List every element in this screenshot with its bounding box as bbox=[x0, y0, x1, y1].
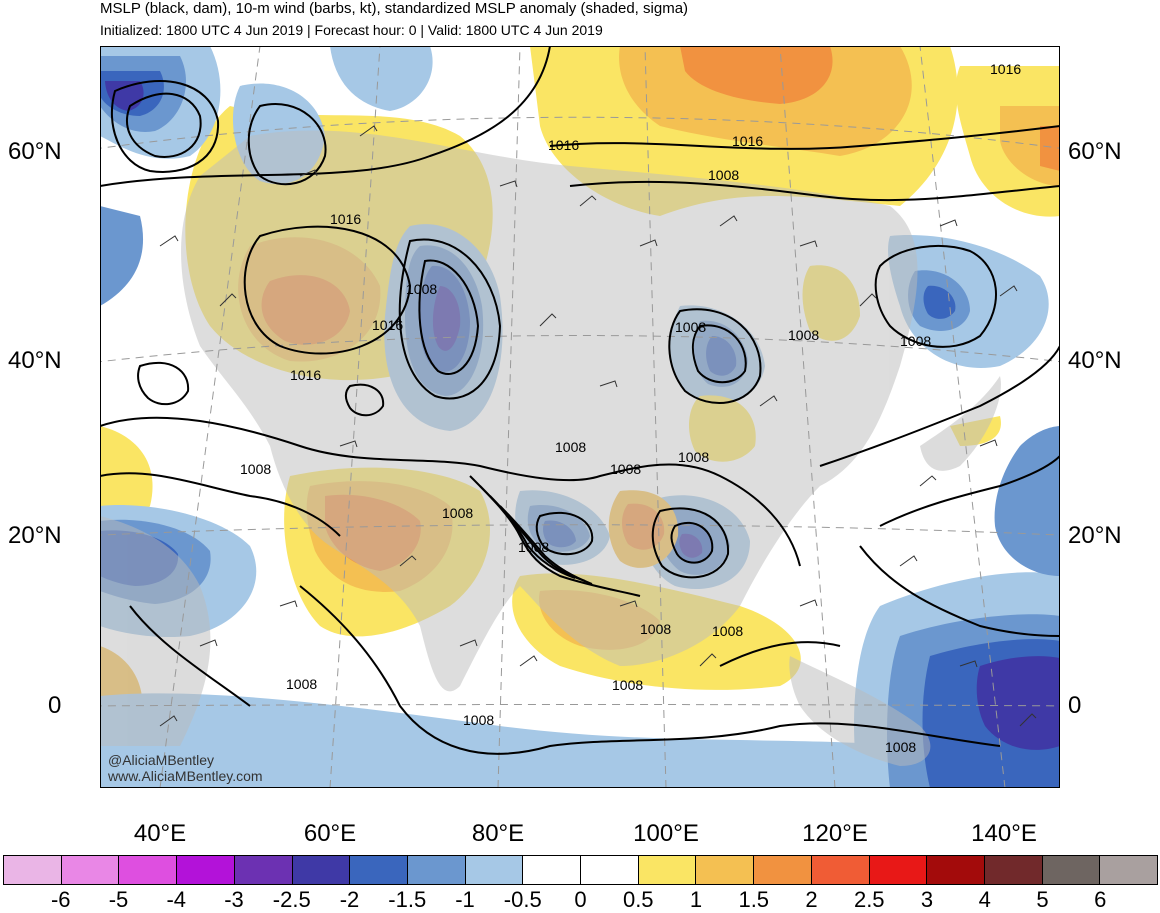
contour-label: 1008 bbox=[463, 712, 494, 728]
lon-label: 80°E bbox=[471, 820, 525, 847]
contour-label: 1016 bbox=[990, 61, 1021, 77]
colorbar-swatch bbox=[407, 856, 466, 884]
colorbar-label: -5 bbox=[108, 887, 129, 912]
map-subtitle: Initialized: 1800 UTC 4 Jun 2019 | Forec… bbox=[100, 22, 603, 38]
colorbar-swatch bbox=[1100, 856, 1158, 884]
contour-label: 1008 bbox=[406, 281, 437, 297]
lat-label-right: 40°N bbox=[1068, 347, 1122, 374]
colorbar-label: -2.5 bbox=[272, 887, 311, 912]
colorbar-label: -2 bbox=[339, 887, 360, 912]
contour-label: 1016 bbox=[372, 317, 403, 333]
lat-label-left: 60°N bbox=[8, 138, 62, 165]
colorbar-swatch bbox=[234, 856, 293, 884]
contour-label: 1008 bbox=[678, 449, 709, 465]
colorbar-swatch bbox=[1042, 856, 1101, 884]
colorbar-label: 3 bbox=[920, 887, 934, 912]
credit-website: www.AliciaMBentley.com bbox=[108, 768, 263, 784]
colorbar-label: 5 bbox=[1036, 887, 1049, 912]
colorbar-swatch bbox=[754, 856, 812, 884]
colorbar-label: 1 bbox=[689, 887, 703, 912]
contour-label: 1008 bbox=[240, 461, 271, 477]
colorbar-label: 4 bbox=[978, 887, 991, 912]
contour-label: 1008 bbox=[286, 676, 317, 692]
colorbar-label: 0.5 bbox=[622, 887, 654, 912]
colorbar-label: 6 bbox=[1094, 887, 1107, 912]
lat-label-left: 40°N bbox=[8, 347, 62, 374]
lat-label-right: 0 bbox=[1068, 692, 1082, 719]
colorbar-label: 2.5 bbox=[853, 887, 885, 912]
map-canvas: 1016 1016 1016 1016 1016 1016 1008 1008 … bbox=[79, 45, 1081, 789]
colorbar-swatch bbox=[465, 856, 524, 884]
colorbar-swatch bbox=[696, 856, 755, 884]
colorbar-swatch bbox=[350, 856, 408, 884]
graticule bbox=[79, 45, 1081, 789]
colorbar-label: -0.5 bbox=[503, 887, 542, 912]
colorbar-swatch bbox=[869, 856, 928, 884]
colorbar-label: -6 bbox=[50, 887, 71, 912]
map-frame bbox=[100, 46, 1060, 788]
contour-label: 1016 bbox=[732, 133, 763, 149]
lat-label-left: 0 bbox=[48, 692, 62, 719]
colorbar-label: -3 bbox=[224, 887, 244, 912]
contour-label: 1008 bbox=[555, 439, 586, 455]
lon-label: 140°E bbox=[971, 820, 1037, 847]
lon-label: 40°E bbox=[133, 820, 187, 847]
colorbar-swatch bbox=[984, 856, 1043, 884]
contour-label: 1008 bbox=[885, 739, 916, 755]
colorbar-swatch bbox=[581, 856, 639, 884]
colorbar-swatch bbox=[638, 856, 697, 884]
contour-label: 1016 bbox=[290, 367, 321, 383]
colorbar-swatch bbox=[292, 856, 351, 884]
contour-label: 1016 bbox=[330, 211, 361, 227]
lon-label: 120°E bbox=[802, 820, 868, 847]
colorbar-label: -1.5 bbox=[388, 887, 427, 912]
colorbar-swatch bbox=[61, 856, 120, 884]
contour-label: 1008 bbox=[518, 539, 549, 555]
colorbar-swatch bbox=[119, 856, 178, 884]
mslp-contours bbox=[100, 46, 1060, 755]
lon-label: 100°E bbox=[633, 820, 699, 847]
contour-label: 1008 bbox=[640, 621, 671, 637]
colorbar-label: 0 bbox=[574, 887, 587, 912]
lat-label-right: 20°N bbox=[1068, 522, 1122, 549]
contour-labels: 1016 1016 1016 1016 1016 1016 1008 1008 … bbox=[240, 61, 1021, 755]
contour-label: 1016 bbox=[548, 137, 579, 153]
contour-label: 1008 bbox=[610, 461, 641, 477]
colorbar-label: 2 bbox=[805, 887, 818, 912]
colorbar-swatch bbox=[927, 856, 985, 884]
contour-label: 1008 bbox=[900, 333, 931, 349]
contour-label: 1008 bbox=[788, 327, 819, 343]
contour-label: 1008 bbox=[708, 167, 739, 183]
lon-label: 60°E bbox=[303, 820, 357, 847]
contour-label: 1008 bbox=[712, 623, 743, 639]
colorbar-swatch bbox=[4, 856, 62, 884]
lat-label-right: 60°N bbox=[1068, 138, 1122, 165]
lat-label-left: 20°N bbox=[8, 522, 62, 549]
colorbar-label: -1 bbox=[455, 887, 475, 912]
colorbar-swatch bbox=[177, 856, 235, 884]
colorbar-label: 1.5 bbox=[738, 887, 770, 912]
colorbar-label: -4 bbox=[166, 887, 187, 912]
credit-handle: @AliciaMBentley bbox=[108, 752, 215, 768]
contour-label: 1008 bbox=[442, 505, 473, 521]
contour-label: 1008 bbox=[675, 319, 706, 335]
colorbar bbox=[3, 855, 1158, 885]
wind-barbs bbox=[159, 125, 1037, 727]
colorbar-swatch bbox=[811, 856, 870, 884]
map-panel: 1016 1016 1016 1016 1016 1016 1008 1008 … bbox=[79, 45, 1081, 789]
map-title: MSLP (black, dam), 10-m wind (barbs, kt)… bbox=[100, 0, 689, 17]
contour-label: 1008 bbox=[612, 677, 643, 693]
colorbar-swatch bbox=[523, 856, 582, 884]
